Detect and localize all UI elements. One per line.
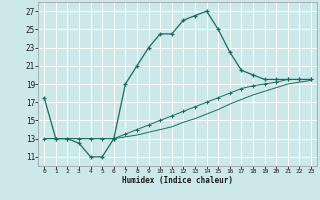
X-axis label: Humidex (Indice chaleur): Humidex (Indice chaleur) <box>122 176 233 185</box>
